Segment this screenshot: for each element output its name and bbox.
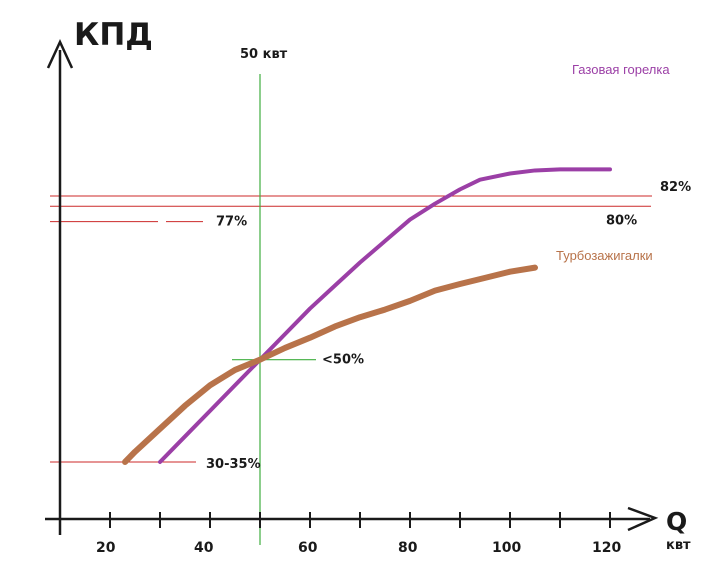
y-axis-label: КПД bbox=[74, 17, 153, 53]
x-axis-unit: квт bbox=[666, 538, 691, 553]
reference-lines bbox=[50, 74, 652, 545]
annotations: 82% 80% 77% <50% 30-35% 50 квт Газовая горелка… bbox=[206, 47, 691, 472]
x-tick-label: 40 bbox=[194, 540, 214, 556]
x-axis-arrow bbox=[627, 506, 659, 532]
y-axis-arrow bbox=[46, 39, 74, 69]
x-tick-label: 20 bbox=[96, 540, 116, 556]
x-tick-label: 120 bbox=[592, 540, 621, 556]
series-line-turbo-igniters bbox=[122, 264, 538, 465]
reference-label: 80% bbox=[606, 213, 637, 228]
axes: КПД Q квт bbox=[45, 17, 691, 553]
reference-label: 77% bbox=[216, 215, 247, 230]
vertical-marker-label: 50 квт bbox=[240, 47, 288, 62]
reference-label: 82% bbox=[660, 180, 691, 195]
series-label: Газовая горелка bbox=[572, 62, 670, 77]
series-label: Турбозажигалки bbox=[556, 248, 653, 263]
x-tick-label: 60 bbox=[298, 540, 318, 556]
x-axis-ticks: 20 40 60 80 100 120 bbox=[96, 512, 621, 556]
x-tick-label: 80 bbox=[398, 540, 418, 556]
series-lines bbox=[122, 167, 612, 465]
series-line-gas-burner bbox=[158, 167, 612, 464]
x-tick-label: 100 bbox=[492, 540, 521, 556]
reference-label: 30-35% bbox=[206, 457, 261, 472]
reference-label: <50% bbox=[322, 353, 364, 368]
x-axis-label: Q bbox=[666, 507, 687, 536]
